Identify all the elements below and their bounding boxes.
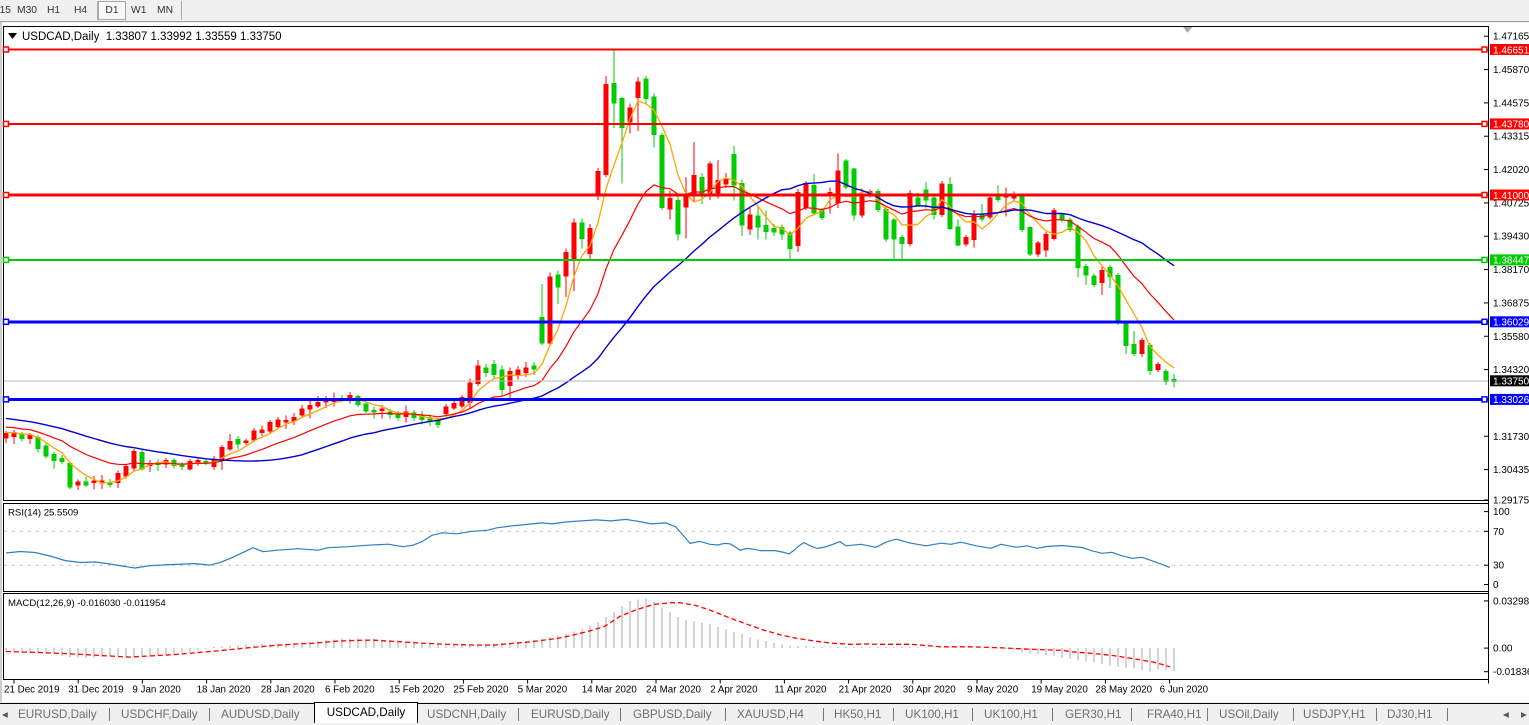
svg-text:MACD(12,26,9) -0.016030 -0.011: MACD(12,26,9) -0.016030 -0.011954 [8,598,166,609]
svg-text:1.41000: 1.41000 [1493,191,1529,202]
svg-text:9 May 2020: 9 May 2020 [967,685,1019,696]
svg-text:25 Feb 2020: 25 Feb 2020 [453,685,509,696]
svg-text:15 Feb 2020: 15 Feb 2020 [389,685,445,696]
svg-text:30: 30 [1493,561,1505,572]
svg-text:6 Feb 2020: 6 Feb 2020 [325,685,375,696]
svg-text:USDCAD,Daily 1.33807 1.33992: USDCAD,Daily 1.33807 1.33992 1.33559 1.3… [22,31,282,43]
svg-text:1.36029: 1.36029 [1493,318,1529,329]
svg-text:1.43780: 1.43780 [1493,120,1529,131]
svg-text:1.40725: 1.40725 [1493,198,1529,209]
svg-text:1.45870: 1.45870 [1493,65,1529,76]
svg-text:0.00: 0.00 [1493,644,1513,655]
svg-text:0.032982: 0.032982 [1493,596,1529,607]
svg-text:1.46651: 1.46651 [1493,45,1529,56]
svg-text:19 May 2020: 19 May 2020 [1031,685,1088,696]
svg-text:1.29175: 1.29175 [1493,496,1529,507]
svg-text:11 Apr 2020: 11 Apr 2020 [774,685,827,696]
svg-text:100: 100 [1493,507,1510,518]
svg-text:28 May 2020: 28 May 2020 [1095,685,1152,696]
svg-text:2 Apr 2020: 2 Apr 2020 [710,685,758,696]
svg-text:70: 70 [1493,527,1505,538]
svg-text:1.36875: 1.36875 [1493,298,1529,309]
svg-text:-0.018364: -0.018364 [1493,667,1529,678]
svg-text:28 Jan 2020: 28 Jan 2020 [261,685,315,696]
svg-text:21 Dec 2019: 21 Dec 2019 [4,685,60,696]
svg-text:1.33750: 1.33750 [1493,377,1529,388]
svg-text:21 Apr 2020: 21 Apr 2020 [839,685,892,696]
svg-text:RSI(14) 25.5509: RSI(14) 25.5509 [8,508,78,519]
svg-text:1.44575: 1.44575 [1493,98,1529,109]
svg-text:1.31730: 1.31730 [1493,432,1529,443]
svg-text:14 Mar 2020: 14 Mar 2020 [582,685,638,696]
svg-text:24 Mar 2020: 24 Mar 2020 [646,685,702,696]
svg-text:31 Dec 2019: 31 Dec 2019 [68,685,124,696]
svg-text:1.35580: 1.35580 [1493,332,1529,343]
svg-text:1.38170: 1.38170 [1493,265,1529,276]
svg-text:1.43315: 1.43315 [1493,132,1529,143]
svg-text:1.38447: 1.38447 [1493,256,1529,267]
svg-text:9 Jan 2020: 9 Jan 2020 [132,685,181,696]
svg-text:1.30435: 1.30435 [1493,465,1529,476]
svg-text:30 Apr 2020: 30 Apr 2020 [903,685,956,696]
svg-text:1.42020: 1.42020 [1493,165,1529,176]
svg-text:1.34320: 1.34320 [1493,365,1529,376]
svg-text:0: 0 [1493,580,1499,591]
svg-text:5 Mar 2020: 5 Mar 2020 [518,685,568,696]
svg-text:1.33026: 1.33026 [1493,395,1529,406]
svg-text:1.39430: 1.39430 [1493,232,1529,243]
svg-text:1.47165: 1.47165 [1493,32,1529,43]
svg-text:6 Jun 2020: 6 Jun 2020 [1160,685,1209,696]
svg-text:18 Jan 2020: 18 Jan 2020 [197,685,251,696]
